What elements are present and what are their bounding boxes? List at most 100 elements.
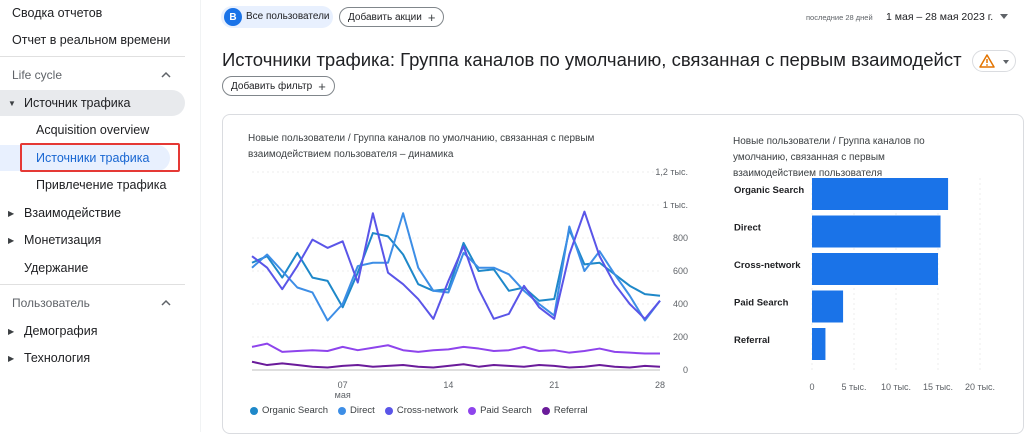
line-chart-title-1: Новые пользователи / Группа каналов по у… xyxy=(248,133,595,144)
avatar-letter: B xyxy=(229,11,237,23)
sidebar-item-engagement[interactable]: ▶ Взаимодействие xyxy=(0,200,185,226)
sidebar-item-realtime[interactable]: Отчет в реальном времени xyxy=(0,27,185,53)
x-tick-label: 20 тыс. xyxy=(965,382,995,392)
bar-category-label: Referral xyxy=(734,335,770,346)
x-tick-label: 10 тыс. xyxy=(881,382,911,392)
add-comparison-button[interactable]: Добавить акции + xyxy=(339,7,445,27)
x-tick-label: 21 xyxy=(549,380,559,390)
bar-chart: 0 5 тыс. 10 тыс. 15 тыс. 20 тыс. Organic Sear… xyxy=(734,178,995,392)
sidebar-item-label: Взаимодействие xyxy=(24,206,122,220)
x-tick-label: 14 xyxy=(443,380,453,390)
y-tick-label: 600 xyxy=(673,266,688,276)
sidebar-item-demographics[interactable]: ▶ Демография xyxy=(0,318,185,344)
y-tick-label: 800 xyxy=(673,233,688,243)
sidebar-item-label: Отчет в реальном времени xyxy=(12,33,171,47)
sidebar-item-reports-snapshot[interactable]: Сводка отчетов xyxy=(0,0,185,26)
segment-label: Все пользователи xyxy=(246,11,330,22)
divider xyxy=(0,56,185,57)
sidebar: Сводка отчетов Отчет в реальном времени … xyxy=(0,0,190,432)
legend-label: Organic Search xyxy=(262,405,329,416)
legend-item[interactable]: Organic Search xyxy=(250,405,328,416)
sidebar-item-technology[interactable]: ▶ Технология xyxy=(0,345,185,371)
bar-category-label: Cross-network xyxy=(734,260,801,271)
bar-chart-title-3: взаимодействием пользователя xyxy=(733,168,883,179)
bar-category-label: Organic Search xyxy=(734,185,804,196)
x-tick-label: 07 xyxy=(338,380,348,390)
warning-icon xyxy=(979,54,995,68)
sidebar-item-label: Монетизация xyxy=(24,233,102,247)
date-range-picker[interactable]: 1 мая – 28 мая 2023 г. xyxy=(886,11,994,23)
sidebar-item-monetization[interactable]: ▶ Монетизация xyxy=(0,227,185,253)
sidebar-item-label: Технология xyxy=(24,351,91,365)
sidebar-item-traffic-sources[interactable]: Источники трафика xyxy=(0,145,170,171)
data-quality-button[interactable] xyxy=(972,50,1016,72)
sidebar-item-label: Привлечение трафика xyxy=(36,178,167,192)
bar xyxy=(812,253,938,285)
x-tick-label: 0 xyxy=(809,382,814,392)
date-range-prefix: последние 28 дней xyxy=(806,13,873,22)
line-chart-title-2: взаимодействием пользователя – динамика xyxy=(248,149,454,160)
date-dropdown-icon[interactable] xyxy=(1000,14,1008,19)
bar xyxy=(812,178,949,210)
caret-down-icon: ▼ xyxy=(8,98,16,108)
bar-category-label: Paid Search xyxy=(734,298,789,309)
bar-chart-title-1: Новые пользователи / Группа каналов по xyxy=(733,136,925,147)
legend-dot xyxy=(338,406,347,415)
add-filter-button[interactable]: Добавить фильтр + xyxy=(222,76,335,96)
sidebar-item-label: Удержание xyxy=(24,261,89,275)
add-filter-label: Добавить фильтр xyxy=(231,80,313,92)
line-chart-title: Новые пользователи / Группа каналов по у… xyxy=(248,131,594,163)
sidebar-item-retention[interactable]: Удержание xyxy=(0,255,185,281)
section-label: Пользователь xyxy=(12,296,90,310)
x-tick-label: 15 тыс. xyxy=(923,382,953,392)
plus-icon: + xyxy=(318,78,326,94)
legend-item[interactable]: Paid Search xyxy=(468,405,532,416)
sidebar-item-label: Сводка отчетов xyxy=(12,6,103,20)
legend-dot xyxy=(541,406,550,415)
sidebar-item-traffic-source[interactable]: ▼ Источник трафика xyxy=(0,90,185,116)
segment-chip[interactable] xyxy=(221,6,333,28)
x-tick-label: 5 тыс. xyxy=(841,382,866,392)
legend-item[interactable]: Direct xyxy=(338,405,375,416)
sidebar-border xyxy=(200,0,201,432)
legend-item[interactable]: Referral xyxy=(541,405,588,416)
caret-right-icon: ▶ xyxy=(8,235,15,245)
sidebar-section-lifecycle[interactable]: Life cycle xyxy=(0,62,185,88)
caret-right-icon: ▶ xyxy=(8,208,15,218)
chevron-up-icon xyxy=(161,71,171,78)
legend-dot xyxy=(468,406,477,415)
divider xyxy=(0,284,185,285)
legend-dot xyxy=(250,406,258,415)
sidebar-section-user[interactable]: Пользователь xyxy=(0,290,185,316)
legend-label: Paid Search xyxy=(480,405,532,416)
bar xyxy=(812,215,941,248)
avatar: B xyxy=(224,8,242,26)
legend-item[interactable]: Cross-network xyxy=(384,405,459,416)
chevron-down-icon xyxy=(1003,60,1009,64)
add-comparison-label: Добавить акции xyxy=(348,11,422,23)
y-tick-label: 1,2 тыс. xyxy=(655,167,688,177)
sidebar-item-acquisition-overview[interactable]: Acquisition overview xyxy=(0,117,185,143)
caret-right-icon: ▶ xyxy=(8,326,15,336)
legend-label: Cross-network xyxy=(396,405,459,416)
chevron-up-icon xyxy=(161,299,171,306)
bar xyxy=(812,290,844,323)
sidebar-item-user-acquisition[interactable]: Привлечение трафика xyxy=(0,172,185,198)
y-tick-label: 1 тыс. xyxy=(663,200,688,210)
x-tick-label: 28 xyxy=(655,380,665,390)
sidebar-item-label: Источники трафика xyxy=(36,151,150,165)
bar-chart-title: Новые пользователи / Группа каналов по у… xyxy=(733,134,925,182)
x-tick-label: мая xyxy=(335,390,351,400)
caret-right-icon: ▶ xyxy=(8,353,15,363)
series-line-cross-network xyxy=(251,210,661,320)
series-line-referral xyxy=(251,360,661,369)
sidebar-item-label: Acquisition overview xyxy=(36,123,150,137)
bar-chart-title-2: умолчанию, связанная с первым xyxy=(733,152,885,163)
legend-dot xyxy=(384,406,393,415)
y-tick-label: 400 xyxy=(673,299,688,309)
highlight-annotation xyxy=(20,143,180,172)
legend-label: Referral xyxy=(553,405,588,416)
sidebar-item-label: Демография xyxy=(24,324,98,338)
bar-category-label: Direct xyxy=(734,223,762,234)
